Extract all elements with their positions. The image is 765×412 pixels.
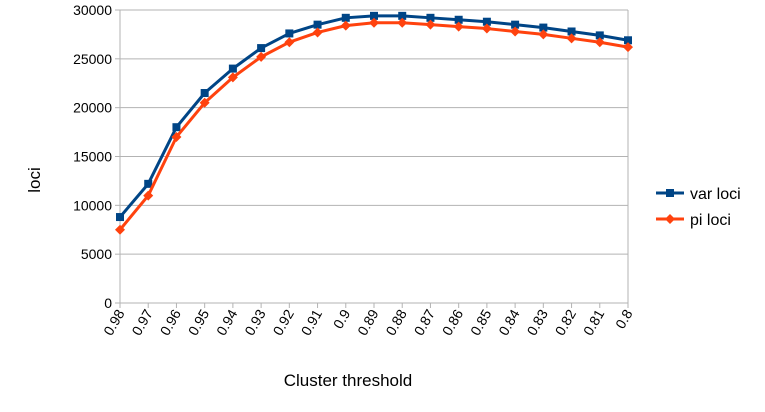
data-point-pi-loci [284, 37, 295, 48]
x-tick-label: 0.97 [128, 306, 156, 338]
data-point-var-loci [511, 20, 520, 29]
x-tick-label: 0.8 [612, 306, 636, 331]
x-tick-label: 0.91 [298, 306, 326, 338]
legend-label-pi-loci: pi loci [690, 212, 731, 229]
x-tick-label: 0.89 [354, 306, 382, 338]
data-point-pi-loci [453, 21, 464, 32]
x-tick-label: 0.94 [213, 306, 241, 338]
x-tick-label: 0.81 [580, 306, 608, 338]
legend: var loci pi loci [656, 186, 741, 229]
data-point-pi-loci [143, 190, 154, 201]
data-point-pi-loci [256, 51, 267, 62]
data-point-var-loci [454, 15, 463, 24]
x-tick-label: 0.86 [439, 306, 467, 338]
legend-label-var-loci: var loci [690, 186, 741, 203]
x-tick-label: 0.98 [100, 306, 128, 338]
series-line-var-loci [118, 14, 629, 219]
data-point-var-loci [624, 36, 632, 45]
x-tick-label: 0.85 [467, 306, 495, 338]
y-tick-label: 5000 [81, 246, 112, 262]
data-point-pi-loci [227, 72, 238, 83]
data-point-pi-loci [481, 23, 492, 34]
x-tick-label: 0.92 [269, 306, 297, 338]
data-point-var-loci [200, 89, 209, 98]
data-point-pi-loci [171, 131, 182, 142]
data-point-var-loci [313, 20, 322, 29]
x-tick-label: 0.9 [330, 306, 354, 331]
data-point-var-loci [116, 213, 124, 222]
x-tick-label: 0.83 [523, 306, 551, 338]
data-point-pi-loci [115, 224, 125, 235]
x-tick-label: 0.82 [552, 306, 580, 338]
y-tick-labels: 0 5000 10000 15000 20000 25000 30000 [73, 2, 112, 311]
data-point-pi-loci [594, 37, 605, 48]
data-point-var-loci [257, 44, 266, 53]
data-point-var-loci [567, 27, 576, 36]
data-point-pi-loci [623, 42, 633, 53]
legend-marker-pi-loci [665, 214, 675, 224]
y-axis-title: loci [25, 167, 44, 193]
data-point-var-loci [539, 23, 548, 32]
x-axis-title: Cluster threshold [284, 371, 413, 390]
series-line-pi-loci [118, 21, 629, 231]
x-tick-label: 0.95 [185, 306, 213, 338]
y-tick-label: 25000 [73, 51, 112, 67]
data-point-var-loci [285, 29, 294, 38]
data-point-pi-loci [425, 19, 436, 30]
gridlines [120, 9, 628, 304]
x-tick-label: 0.84 [495, 306, 523, 338]
data-point-pi-loci [340, 20, 351, 31]
data-point-pi-loci [312, 27, 323, 38]
x-tick-labels: 0.98 0.97 0.96 0.95 0.94 0.93 0.92 0.91 0.9 0.89 0… [100, 306, 636, 338]
data-point-pi-loci [369, 17, 379, 28]
y-tick-label: 30000 [73, 2, 112, 18]
legend-marker-var-loci [666, 189, 674, 197]
data-point-pi-loci [566, 33, 577, 44]
data-point-var-loci [595, 31, 604, 40]
series-group [115, 11, 633, 235]
data-point-var-loci [228, 64, 237, 73]
x-tick-label: 0.96 [157, 306, 185, 338]
x-tick-label: 0.87 [411, 306, 439, 338]
x-tick-label: 0.88 [382, 306, 410, 338]
data-point-pi-loci [510, 26, 521, 37]
y-tick-label: 10000 [73, 197, 112, 213]
data-point-pi-loci [199, 97, 210, 108]
data-point-pi-loci [538, 29, 549, 40]
data-point-var-loci [482, 17, 491, 26]
data-point-pi-loci [397, 17, 408, 28]
data-point-var-loci [370, 11, 378, 20]
y-tick-label: 20000 [73, 100, 112, 116]
data-point-var-loci [426, 13, 435, 22]
data-point-var-loci [144, 179, 153, 188]
y-tick-label: 0 [104, 295, 112, 311]
x-tick-label: 0.93 [241, 306, 269, 338]
data-point-var-loci [398, 11, 407, 20]
axes [115, 9, 629, 308]
data-point-var-loci [341, 13, 350, 22]
y-tick-label: 15000 [73, 149, 112, 165]
data-point-var-loci [172, 123, 181, 132]
